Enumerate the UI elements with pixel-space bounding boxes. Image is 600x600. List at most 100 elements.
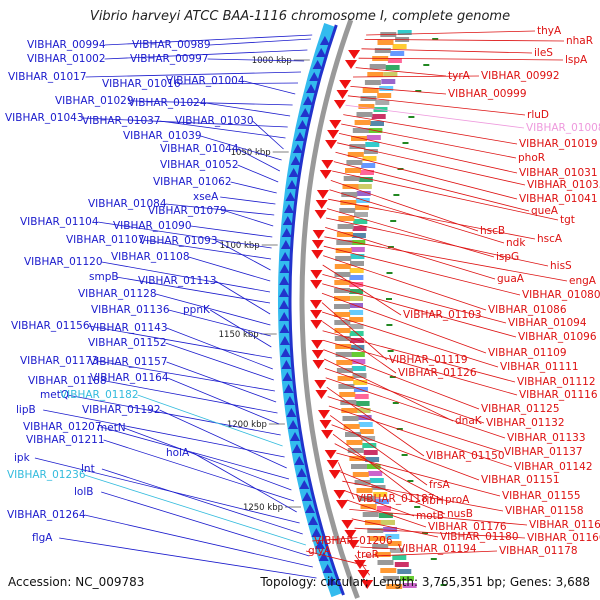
forward-gene-arrow (319, 170, 332, 179)
feature-block-outer (375, 499, 390, 504)
reverse-gene-arrow (297, 120, 308, 129)
reverse-gene-arrow (279, 312, 290, 321)
leader-line-left (155, 293, 271, 326)
scale-tick-label: 1200 kbp (227, 420, 267, 430)
green-tick-mark (430, 558, 437, 560)
leader-line-right (323, 255, 487, 311)
leader-line-left (105, 380, 278, 414)
feature-block-outer (349, 317, 364, 322)
leader-line-left (165, 342, 274, 381)
forward-gene-arrow (336, 90, 349, 99)
feature-block-inner (383, 576, 400, 581)
summary-text: Topology: circular; Length: 3,765,351 bp… (260, 575, 590, 589)
gene-label-left: lipB (16, 404, 36, 416)
leader-line-left (188, 256, 271, 282)
reverse-strand-core (288, 24, 345, 596)
forward-gene-arrow (314, 210, 327, 219)
gene-label-left: VIBHAR_00994 (27, 39, 106, 51)
feature-block-inner (354, 120, 371, 125)
feature-block-outer (355, 401, 370, 406)
green-tick-mark (392, 402, 399, 404)
leader-line-right (329, 415, 428, 486)
forward-gene-arrow (310, 310, 323, 319)
leader-line-right (364, 39, 565, 42)
leader-line-right (355, 67, 447, 77)
green-tick-mark (402, 142, 409, 144)
leader-line-right (326, 208, 495, 258)
leader-line-left (88, 325, 273, 359)
feature-block-outer (349, 268, 364, 273)
forward-gene-arrow (311, 350, 324, 359)
leader-line-right (332, 170, 559, 221)
leader-line-right (335, 151, 518, 200)
leader-line-right (332, 433, 421, 502)
leader-line-right (349, 509, 528, 526)
gene-label-right: VIBHAR_01086 (488, 304, 567, 316)
leader-line-left (103, 439, 295, 502)
gene-label-right: guaA (497, 273, 525, 285)
gene-label-right: VIBHAR_01155 (502, 490, 581, 502)
reverse-gene-arrow (282, 372, 293, 381)
gene-label-left: VIBHAR_01107 (66, 234, 145, 246)
feature-block-outer (390, 51, 405, 56)
feature-block-outer (349, 275, 364, 280)
green-tick-mark (423, 64, 430, 66)
feature-block-inner (336, 232, 353, 237)
feature-block-inner (343, 424, 360, 429)
feature-block-inner (336, 368, 353, 373)
feature-block-outer (379, 86, 394, 91)
leader-line-right (361, 48, 533, 54)
feature-block-inner (347, 448, 364, 453)
feature-block-inner (362, 512, 379, 517)
gene-label-left: VIBHAR_01093 (139, 235, 218, 247)
leader-line-left (225, 210, 274, 227)
reverse-gene-arrow (279, 288, 289, 297)
feature-block-outer (381, 79, 396, 84)
forward-gene-arrow (329, 120, 342, 129)
feature-block-outer (357, 184, 372, 189)
feature-block-outer (360, 170, 374, 175)
leader-line-right (352, 75, 480, 78)
leader-line-right (323, 245, 521, 296)
gene-label-left: VIBHAR_01157 (89, 356, 168, 368)
feature-block-inner (335, 256, 352, 261)
feature-block-outer (351, 233, 366, 238)
feature-block-outer (394, 562, 409, 567)
gene-label-right: VIBHAR_01080 (522, 289, 600, 301)
gene-label-left: VIBHAR_01120 (24, 256, 103, 268)
feature-block-inner (369, 536, 386, 541)
reverse-gene-arrow (281, 228, 292, 237)
green-tick-mark (393, 194, 400, 196)
reverse-gene-arrow (311, 528, 322, 537)
gene-label-right: VIBHAR_01176 (428, 521, 507, 533)
feature-block-outer (350, 352, 365, 357)
forward-gene-arrow (326, 460, 339, 469)
forward-gene-arrow (348, 50, 361, 59)
leader-line-left (124, 427, 292, 491)
gene-label-right: proA (445, 494, 470, 506)
leader-line-right (323, 349, 480, 410)
gene-label-left: VIBHAR_01037 (82, 115, 161, 127)
forward-gene-arrow (333, 490, 346, 499)
feature-block-outer (353, 219, 368, 224)
gene-label-left: lolB (74, 486, 93, 498)
feature-block-outer (350, 247, 365, 252)
reverse-gene-arrow (319, 36, 330, 45)
leader-line-right (322, 274, 507, 324)
reverse-gene-arrow (288, 420, 299, 429)
feature-block-inner (341, 192, 358, 197)
leader-line-left (237, 164, 279, 183)
green-tick-mark (389, 376, 396, 378)
gene-label-left: VIBHAR_01044 (160, 143, 239, 155)
gene-label-right: VIBHAR_01125 (481, 403, 560, 415)
forward-gene-arrow (328, 470, 341, 479)
accession-text: Accession: NC_009783 (8, 575, 145, 589)
feature-block-inner (338, 384, 355, 389)
feature-block-inner (335, 352, 352, 357)
feature-block-outer (389, 548, 404, 553)
green-tick-mark (396, 428, 403, 430)
leader-line-left (143, 239, 272, 260)
feature-block-inner (351, 136, 367, 141)
forward-gene-arrow (341, 520, 354, 529)
feature-block-outer (377, 93, 392, 98)
